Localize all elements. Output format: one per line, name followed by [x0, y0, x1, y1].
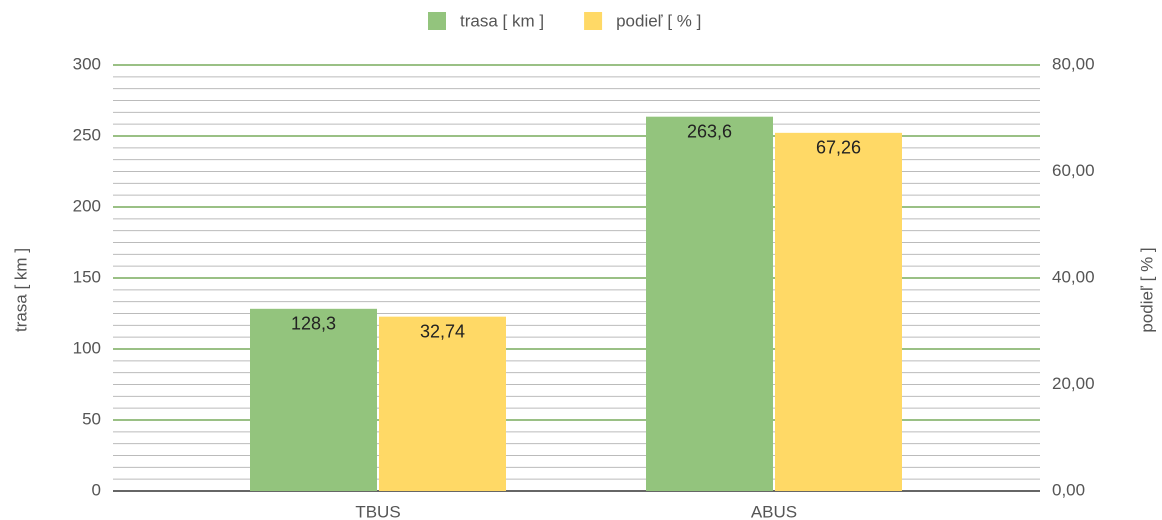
- y-axis-title: trasa [ km ]: [11, 248, 30, 332]
- value-label: 128,3: [291, 314, 336, 334]
- bar: [379, 316, 506, 491]
- bar: [775, 132, 902, 491]
- y2-tick-label: 60,00: [1052, 161, 1095, 180]
- bar: [646, 116, 773, 492]
- legend-label: podieľ [ % ]: [616, 11, 701, 30]
- y-tick-label: 50: [82, 409, 101, 428]
- value-label: 263,6: [687, 121, 732, 141]
- y2-tick-label: 0,00: [1052, 480, 1085, 499]
- value-label: 67,26: [816, 138, 861, 158]
- y-tick-label: 0: [92, 480, 101, 499]
- y-tick-label: 250: [73, 125, 101, 144]
- legend-label: trasa [ km ]: [460, 11, 544, 30]
- legend-swatch: [584, 12, 603, 30]
- legend-swatch: [428, 12, 446, 30]
- bar: [250, 308, 377, 491]
- x-tick-label: TBUS: [355, 502, 400, 520]
- x-tick-label: ABUS: [751, 502, 797, 520]
- y2-tick-label: 20,00: [1052, 374, 1095, 393]
- y2-tick-label: 40,00: [1052, 267, 1095, 286]
- y-tick-label: 150: [73, 267, 101, 286]
- y2-axis-title: podieľ [ % ]: [1137, 247, 1156, 332]
- y-tick-label: 200: [73, 196, 101, 215]
- y-tick-label: 300: [73, 54, 101, 73]
- value-label: 32,74: [420, 321, 465, 341]
- y-tick-label: 100: [73, 338, 101, 357]
- y2-tick-label: 80,00: [1052, 54, 1095, 73]
